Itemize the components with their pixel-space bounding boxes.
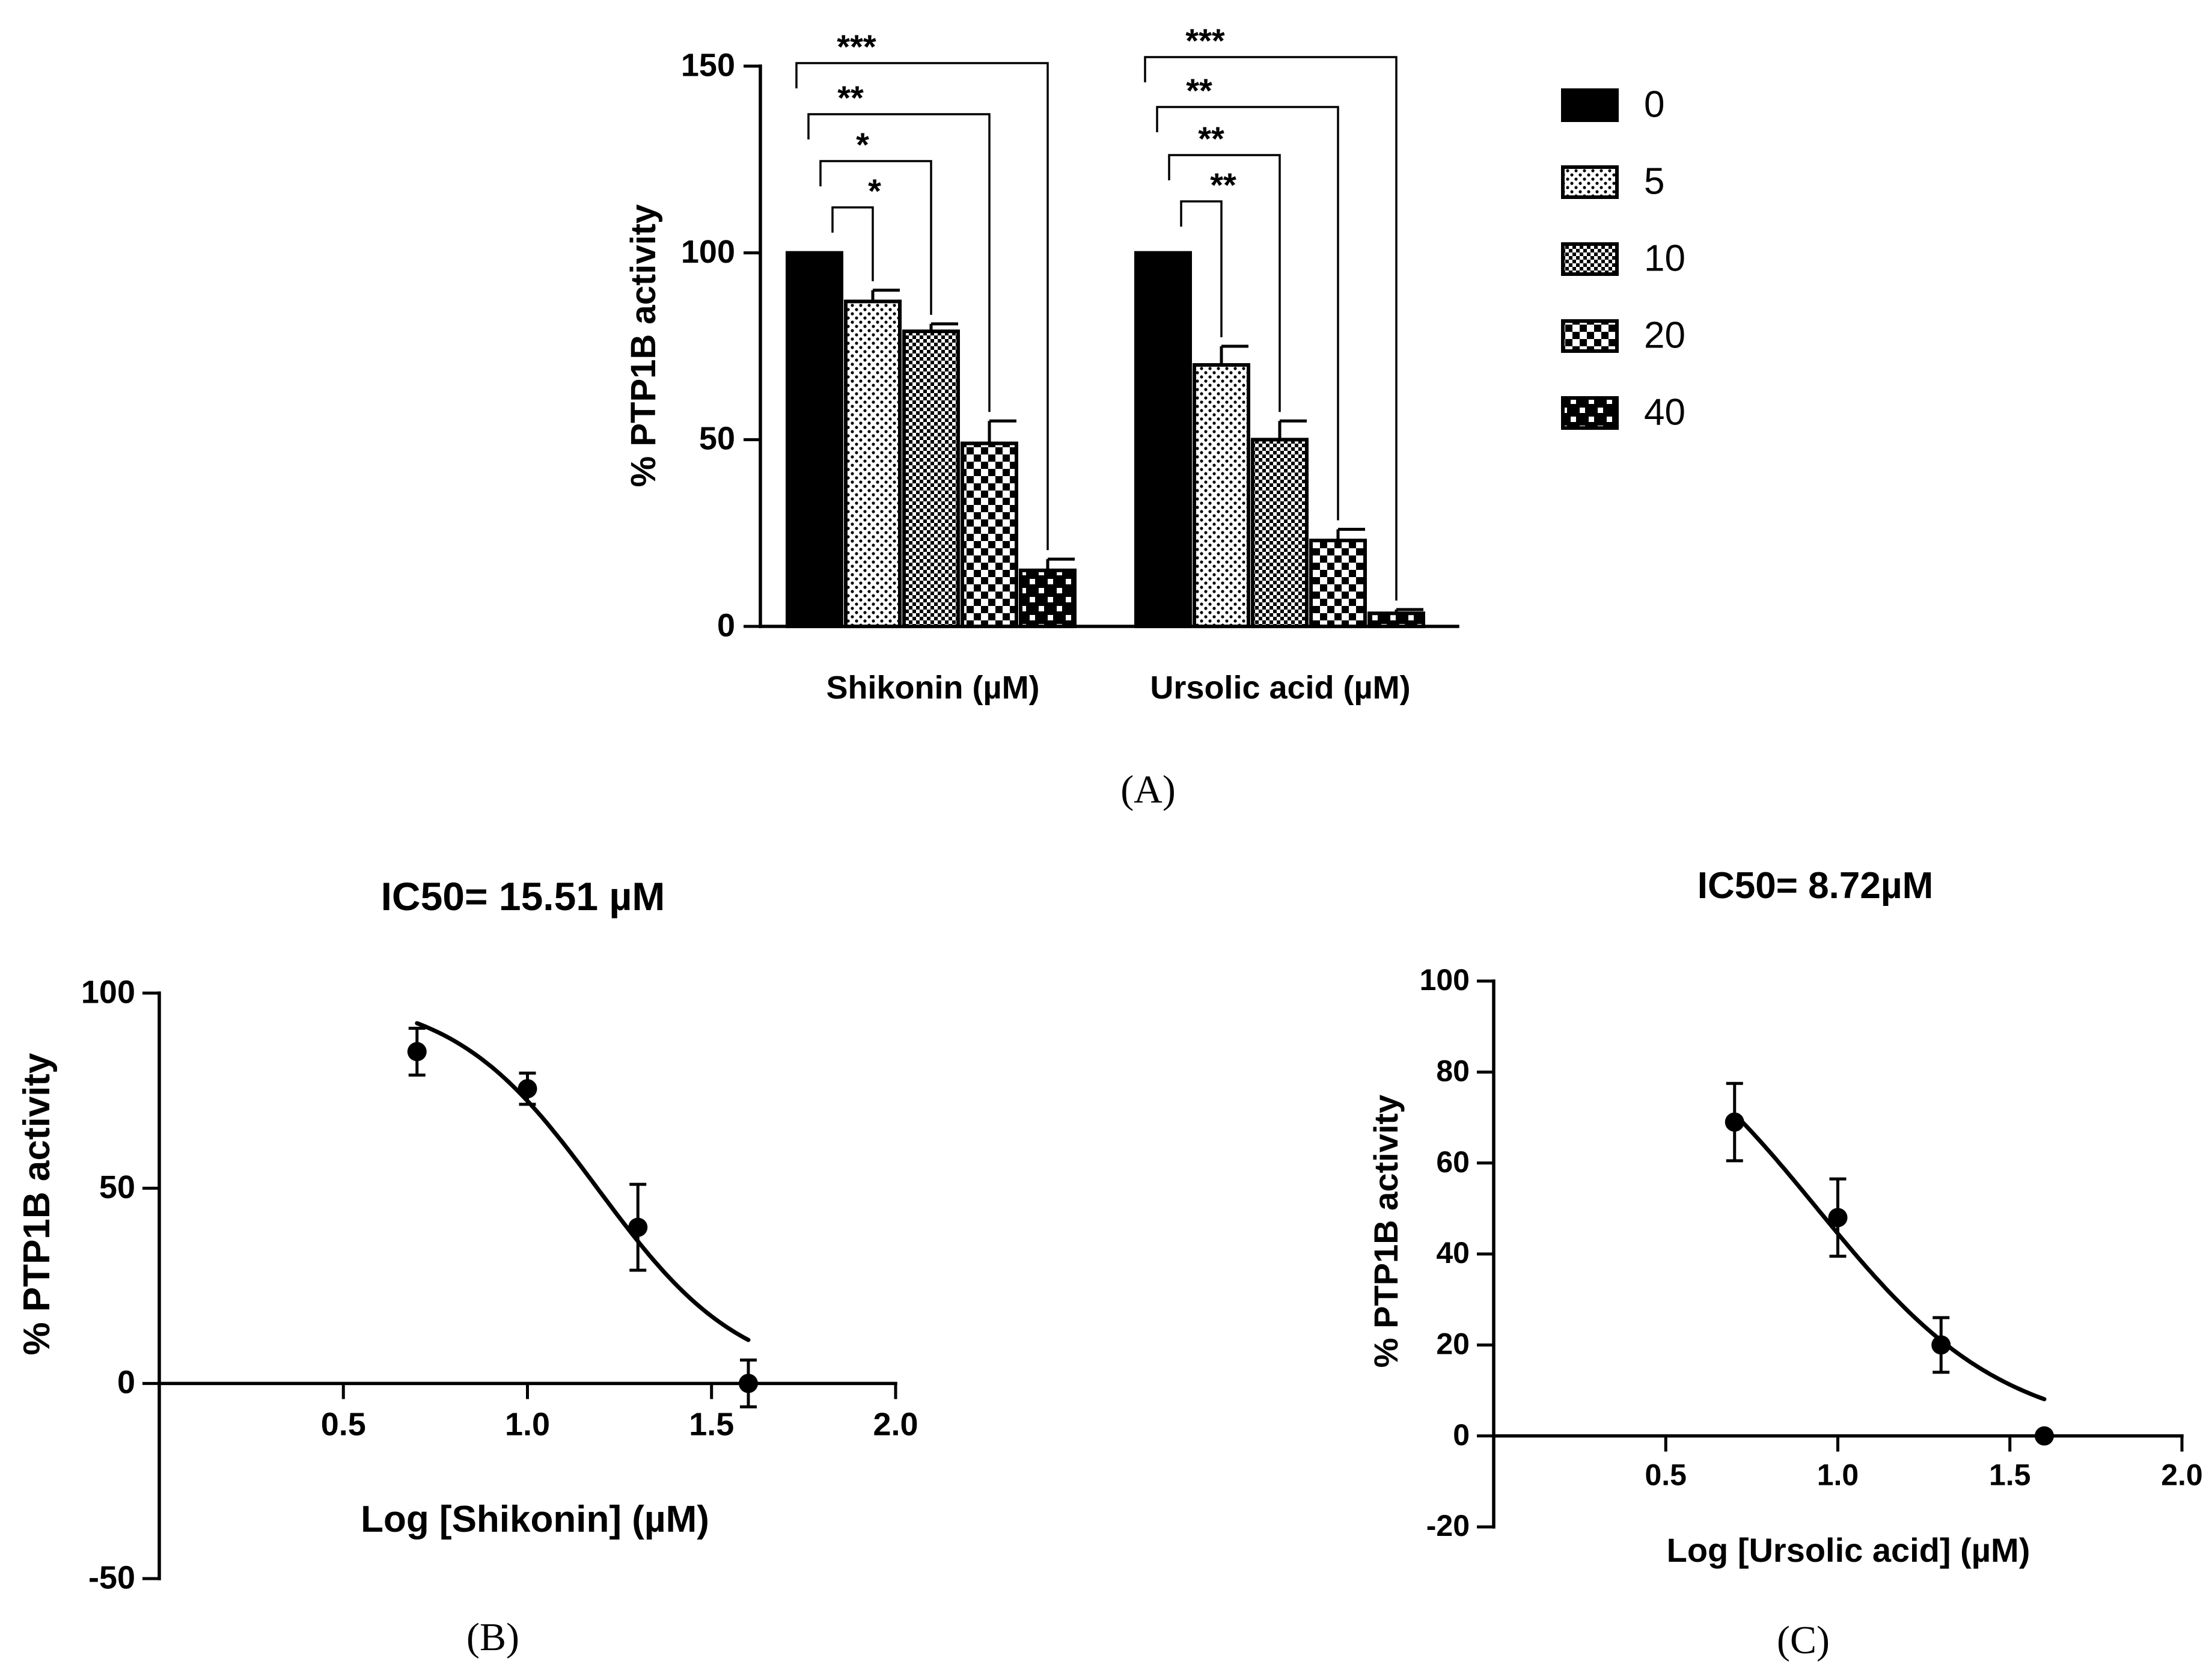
bar-ursolic-20 — [1309, 539, 1367, 628]
b-y-tick-label: 100 — [81, 974, 135, 1010]
significance-stars: ** — [837, 79, 864, 117]
bar-ursolic-40 — [1367, 611, 1425, 629]
significance-stars: *** — [837, 28, 876, 66]
c-data-point — [1828, 1208, 1848, 1228]
panel-c-title: IC50= 8.72µM — [1697, 865, 1933, 907]
c-x-tick-label: 0.5 — [1645, 1458, 1687, 1492]
c-y-tick-label: -20 — [1426, 1509, 1470, 1543]
b-data-point — [518, 1079, 537, 1099]
significance-stars: * — [856, 126, 869, 164]
significance-bracket — [1156, 106, 1339, 521]
bar-ursolic-0 — [1134, 251, 1192, 628]
significance-stars: * — [868, 172, 881, 210]
panel-a-y-axis-label: % PTP1B activity — [624, 204, 663, 488]
panel-c-dose-response: IC50= 8.72µM Log [Ursolic acid] (µM) % P… — [1367, 865, 2203, 1662]
b-fit-curve — [415, 1021, 751, 1342]
bar-shikonin-10 — [902, 329, 960, 628]
c-x-tick-label: 2.0 — [2161, 1458, 2203, 1492]
error-bar — [988, 419, 1016, 444]
error-bar — [871, 289, 900, 302]
panel-a-group-label: Shikonin (µM) — [826, 670, 1039, 706]
c-y-tick-label: 0 — [1453, 1418, 1470, 1452]
panel-a-y-tick-label: 100 — [681, 234, 735, 270]
c-y-tick-label: 40 — [1436, 1236, 1470, 1270]
error-bar — [1278, 419, 1307, 440]
b-x-tick-label: 1.5 — [689, 1406, 734, 1442]
significance-bracket — [807, 113, 991, 412]
legend-label-10: 10 — [1644, 237, 1685, 279]
bar-ursolic-5 — [1193, 363, 1250, 628]
legend-label-5: 5 — [1644, 161, 1664, 202]
panel-a-caption: (A) — [1120, 768, 1176, 812]
panel-a-bar-chart: % PTP1B activity (A) 050100150*******Shi… — [624, 22, 1685, 812]
significance-bracket — [795, 62, 1049, 551]
error-bar — [1046, 557, 1075, 570]
bar-shikonin-40 — [1019, 568, 1077, 628]
c-y-tick-label: 100 — [1420, 963, 1470, 997]
error-bar — [929, 322, 958, 332]
panel-b-dose-response: IC50= 15.51 µM Log [Shikonin] (µM) % PTP… — [16, 874, 918, 1659]
significance-bracket — [1180, 200, 1223, 337]
b-data-point — [628, 1217, 648, 1237]
error-bar — [1220, 344, 1248, 365]
significance-bracket — [831, 206, 874, 281]
c-x-tick-label: 1.5 — [1989, 1458, 2031, 1492]
significance-stars: ** — [1186, 72, 1212, 109]
panel-b-title: IC50= 15.51 µM — [381, 874, 665, 919]
panel-b-caption: (B) — [466, 1615, 519, 1659]
b-data-point — [407, 1042, 427, 1062]
c-data-point — [2035, 1426, 2054, 1446]
significance-stars: ** — [1210, 166, 1236, 204]
bar-shikonin-20 — [961, 441, 1018, 629]
legend-label-40: 40 — [1644, 391, 1685, 433]
b-y-tick-label: 0 — [117, 1365, 135, 1401]
significance-stars: *** — [1185, 22, 1225, 60]
significance-stars: ** — [1198, 120, 1224, 158]
bar-ursolic-10 — [1251, 438, 1309, 628]
b-y-tick-label: -50 — [88, 1559, 135, 1595]
b-x-tick-label: 2.0 — [873, 1406, 918, 1442]
c-y-tick-label: 60 — [1436, 1145, 1470, 1179]
b-y-tick-label: 50 — [99, 1169, 135, 1205]
b-x-tick-label: 0.5 — [321, 1406, 366, 1442]
legend-label-0: 0 — [1644, 84, 1664, 125]
error-bar — [1336, 527, 1365, 541]
panel-a-y-tick-label: 0 — [717, 607, 735, 643]
legend-swatch-20 — [1561, 319, 1619, 353]
b-x-tick-label: 1.0 — [505, 1406, 550, 1442]
c-data-point — [1931, 1335, 1951, 1355]
c-y-tick-label: 20 — [1436, 1327, 1470, 1361]
panel-a-y-tick-label: 50 — [699, 421, 735, 457]
legend-swatch-10 — [1561, 242, 1619, 276]
error-bar — [1395, 608, 1423, 614]
c-fit-curve — [1732, 1112, 2047, 1401]
panel-c-x-axis-label: Log [Ursolic acid] (µM) — [1667, 1531, 2030, 1569]
b-data-point — [739, 1374, 758, 1393]
panel-a-y-tick-label: 150 — [681, 47, 735, 83]
significance-bracket — [1168, 154, 1281, 412]
c-y-tick-label: 80 — [1436, 1054, 1470, 1088]
panel-b-y-axis-label: % PTP1B activity — [16, 1053, 58, 1356]
panel-c-y-axis-label: % PTP1B activity — [1367, 1095, 1405, 1368]
c-data-point — [1725, 1112, 1744, 1132]
significance-bracket — [1144, 56, 1398, 601]
panel-a-group-label: Ursolic acid (µM) — [1150, 670, 1410, 706]
bar-shikonin-5 — [844, 299, 902, 628]
significance-bracket — [819, 160, 932, 315]
legend-label-20: 20 — [1644, 314, 1685, 356]
legend-swatch-5 — [1561, 165, 1619, 199]
bar-shikonin-0 — [786, 251, 843, 628]
legend-swatch-40 — [1561, 396, 1619, 430]
legend-swatch-0 — [1561, 88, 1619, 122]
panel-c-caption: (C) — [1777, 1618, 1830, 1662]
c-x-tick-label: 1.0 — [1817, 1458, 1859, 1492]
panel-b-x-axis-label: Log [Shikonin] (µM) — [361, 1499, 709, 1540]
